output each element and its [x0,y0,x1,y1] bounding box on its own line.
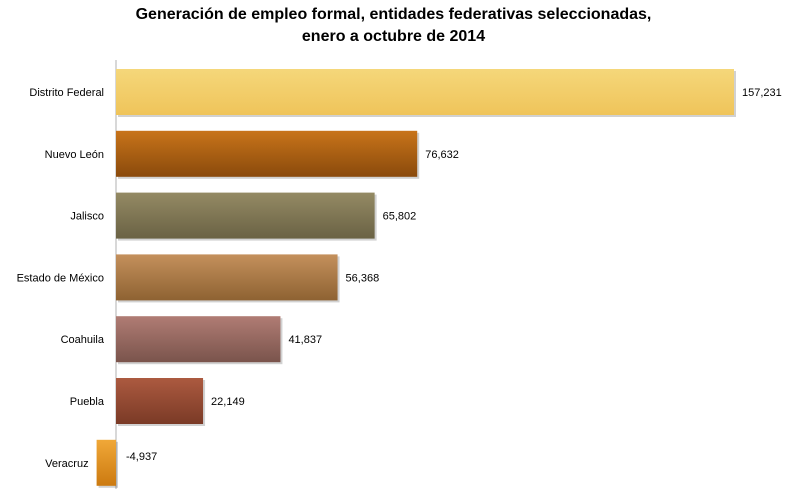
category-label: Coahuila [61,334,105,346]
category-label: Estado de México [17,272,104,284]
category-label: Jalisco [70,211,104,223]
value-label: 22,149 [211,396,245,408]
value-label: 41,837 [288,334,322,346]
bar-distrito-federal [116,69,734,115]
category-label: Veracruz [45,458,88,470]
chart-title-line-1: Generación de empleo formal, entidades f… [135,6,652,23]
value-label: -4,937 [126,451,157,463]
bar-veracruz [96,439,116,486]
bar-jalisco [116,192,375,239]
chart-title: Generación de empleo formal, entidades f… [0,4,787,48]
value-label: 157,231 [742,87,782,99]
category-label: Nuevo León [45,149,104,161]
category-label: Distrito Federal [29,87,104,99]
value-label: 76,632 [425,149,459,161]
chart-title-line-2: enero a octubre de 2014 [301,28,486,45]
bar-puebla [116,378,204,424]
value-label: 65,802 [383,211,417,223]
category-label: Puebla [70,396,105,408]
value-label: 56,368 [346,272,380,284]
bar-estado-de-m-xico [116,254,338,301]
bar-coahuila [116,316,281,363]
bar-nuevo-le-n [116,130,418,177]
